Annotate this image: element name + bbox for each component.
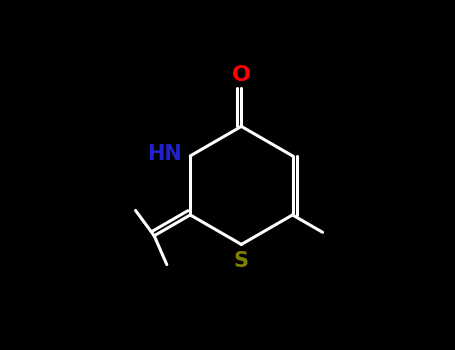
Text: HN: HN	[147, 144, 182, 164]
Text: S: S	[234, 251, 249, 271]
Text: O: O	[232, 65, 251, 85]
